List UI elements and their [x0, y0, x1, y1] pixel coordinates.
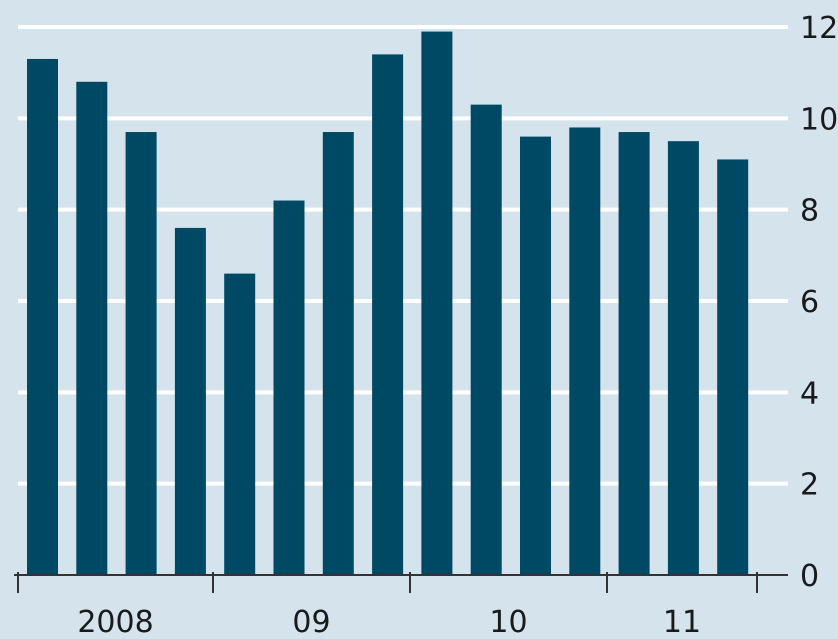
bar-2008-q2 — [76, 81, 108, 576]
bar-2008-q3 — [125, 132, 157, 576]
bar-2010-q4 — [569, 127, 601, 575]
bar-2010-q3 — [520, 136, 551, 575]
y-tick-label: 0 — [800, 559, 819, 594]
bars — [27, 31, 749, 576]
y-tick-label: 4 — [800, 376, 819, 411]
bar-2010-q2 — [470, 104, 502, 575]
x-year-label: 09 — [292, 605, 330, 639]
x-year-label: 11 — [663, 605, 701, 639]
bar-2009-q4 — [372, 54, 404, 575]
bar-2010-q1 — [421, 31, 453, 576]
x-year-label: 10 — [489, 605, 527, 639]
bar-2008-q1 — [27, 58, 58, 575]
y-tick-label: 10 — [800, 102, 838, 137]
bar-2009-q1 — [224, 273, 256, 575]
bar-2011-q1 — [618, 132, 650, 576]
y-tick-label: 6 — [800, 285, 819, 320]
bar-2011-q2 — [667, 141, 699, 575]
bar-2011-q3 — [717, 159, 749, 575]
bar-2008-q4 — [174, 227, 206, 575]
bar-2009-q2 — [273, 200, 305, 576]
x-axis — [14, 572, 788, 593]
y-tick-labels: 0 2 4 6 8 10 12 — [800, 11, 838, 594]
y-tick-label: 12 — [800, 11, 838, 46]
bar-2009-q3 — [322, 132, 354, 576]
y-tick-label: 8 — [800, 194, 819, 229]
y-tick-label: 2 — [800, 468, 819, 503]
x-category-labels: 2008 09 10 11 — [77, 605, 701, 639]
x-year-label: 2008 — [77, 605, 153, 639]
